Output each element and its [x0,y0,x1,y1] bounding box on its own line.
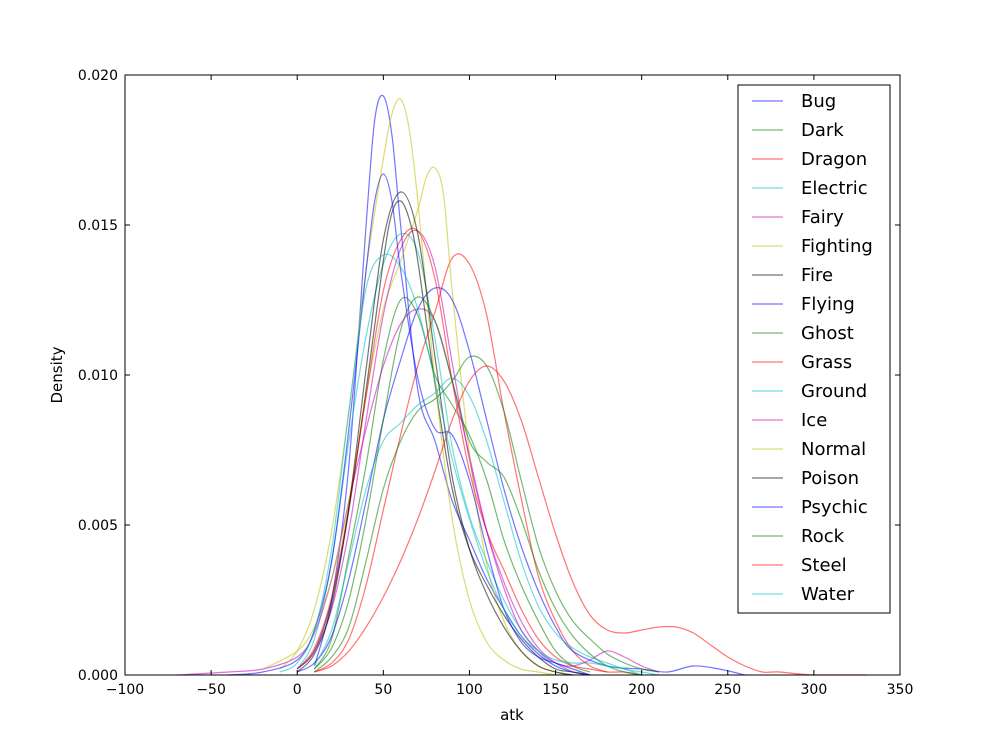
series-line-normal [279,97,556,676]
x-tick-label: 250 [714,682,741,698]
x-axis-label: atk [500,706,524,724]
x-tick-label: 0 [293,682,302,698]
series-line-poison [296,191,573,676]
legend-label-water: Water [801,584,855,605]
x-tick-label: 150 [542,682,569,698]
legend-label-dark: Dark [801,120,844,141]
x-tick-label: 50 [374,682,392,698]
legend-label-fairy: Fairy [801,207,844,228]
series-line-ice [296,229,574,673]
legend-label-fire: Fire [801,265,833,286]
legend-label-steel: Steel [801,555,847,576]
series-line-grass [296,227,642,676]
series-line-fire [296,200,591,676]
legend-label-dragon: Dragon [801,149,867,170]
y-tick-label: 0.005 [78,518,118,534]
x-tick-label: 100 [456,682,483,698]
legend-label-flying: Flying [801,294,855,315]
series-line-dark [313,296,591,673]
series-line-steel [314,365,866,676]
series-curves [176,94,866,676]
legend-label-rock: Rock [801,526,845,547]
legend-label-poison: Poison [801,468,859,489]
legend-label-ground: Ground [801,381,867,402]
legend-frame [737,84,891,614]
y-tick-label: 0.000 [78,668,118,684]
x-tick-label: 350 [887,682,914,698]
y-tick-label: 0.015 [78,218,118,234]
legend-items: Bug Dark Dragon Electric Fairy Fighting Fire Fl… [752,91,873,605]
legend-label-psychic: Psychic [801,497,868,518]
x-tick-label: −100 [106,682,144,698]
legend: Bug Dark Dragon Electric Fairy Fighting Fire Fl… [737,84,891,614]
series-line-bug [313,94,591,676]
series-line-dragon [314,253,608,673]
series-line-rock [313,296,642,676]
y-tick-label: 0.010 [78,368,118,384]
series-line-fighting [262,166,573,676]
series-line-ghost [314,355,660,673]
y-tick-label: 0.020 [78,68,118,84]
legend-label-ice: Ice [801,410,827,431]
legend-label-bug: Bug [801,91,836,112]
y-axis: 0.000 0.005 0.010 0.015 0.020 [78,68,900,684]
x-axis: −100 −50 0 50 100 150 200 250 300 350 [106,75,914,698]
legend-label-ghost: Ghost [801,323,854,344]
legend-label-normal: Normal [801,439,866,460]
series-line-ground [313,377,660,676]
legend-label-grass: Grass [801,352,852,373]
legend-label-electric: Electric [801,178,868,199]
series-line-water [279,253,642,676]
series-line-psychic [228,173,591,676]
x-tick-label: 300 [801,682,828,698]
x-tick-label: −50 [196,682,226,698]
legend-label-fighting: Fighting [801,236,873,257]
y-axis-label: Density [48,346,66,403]
x-tick-label: 200 [628,682,655,698]
